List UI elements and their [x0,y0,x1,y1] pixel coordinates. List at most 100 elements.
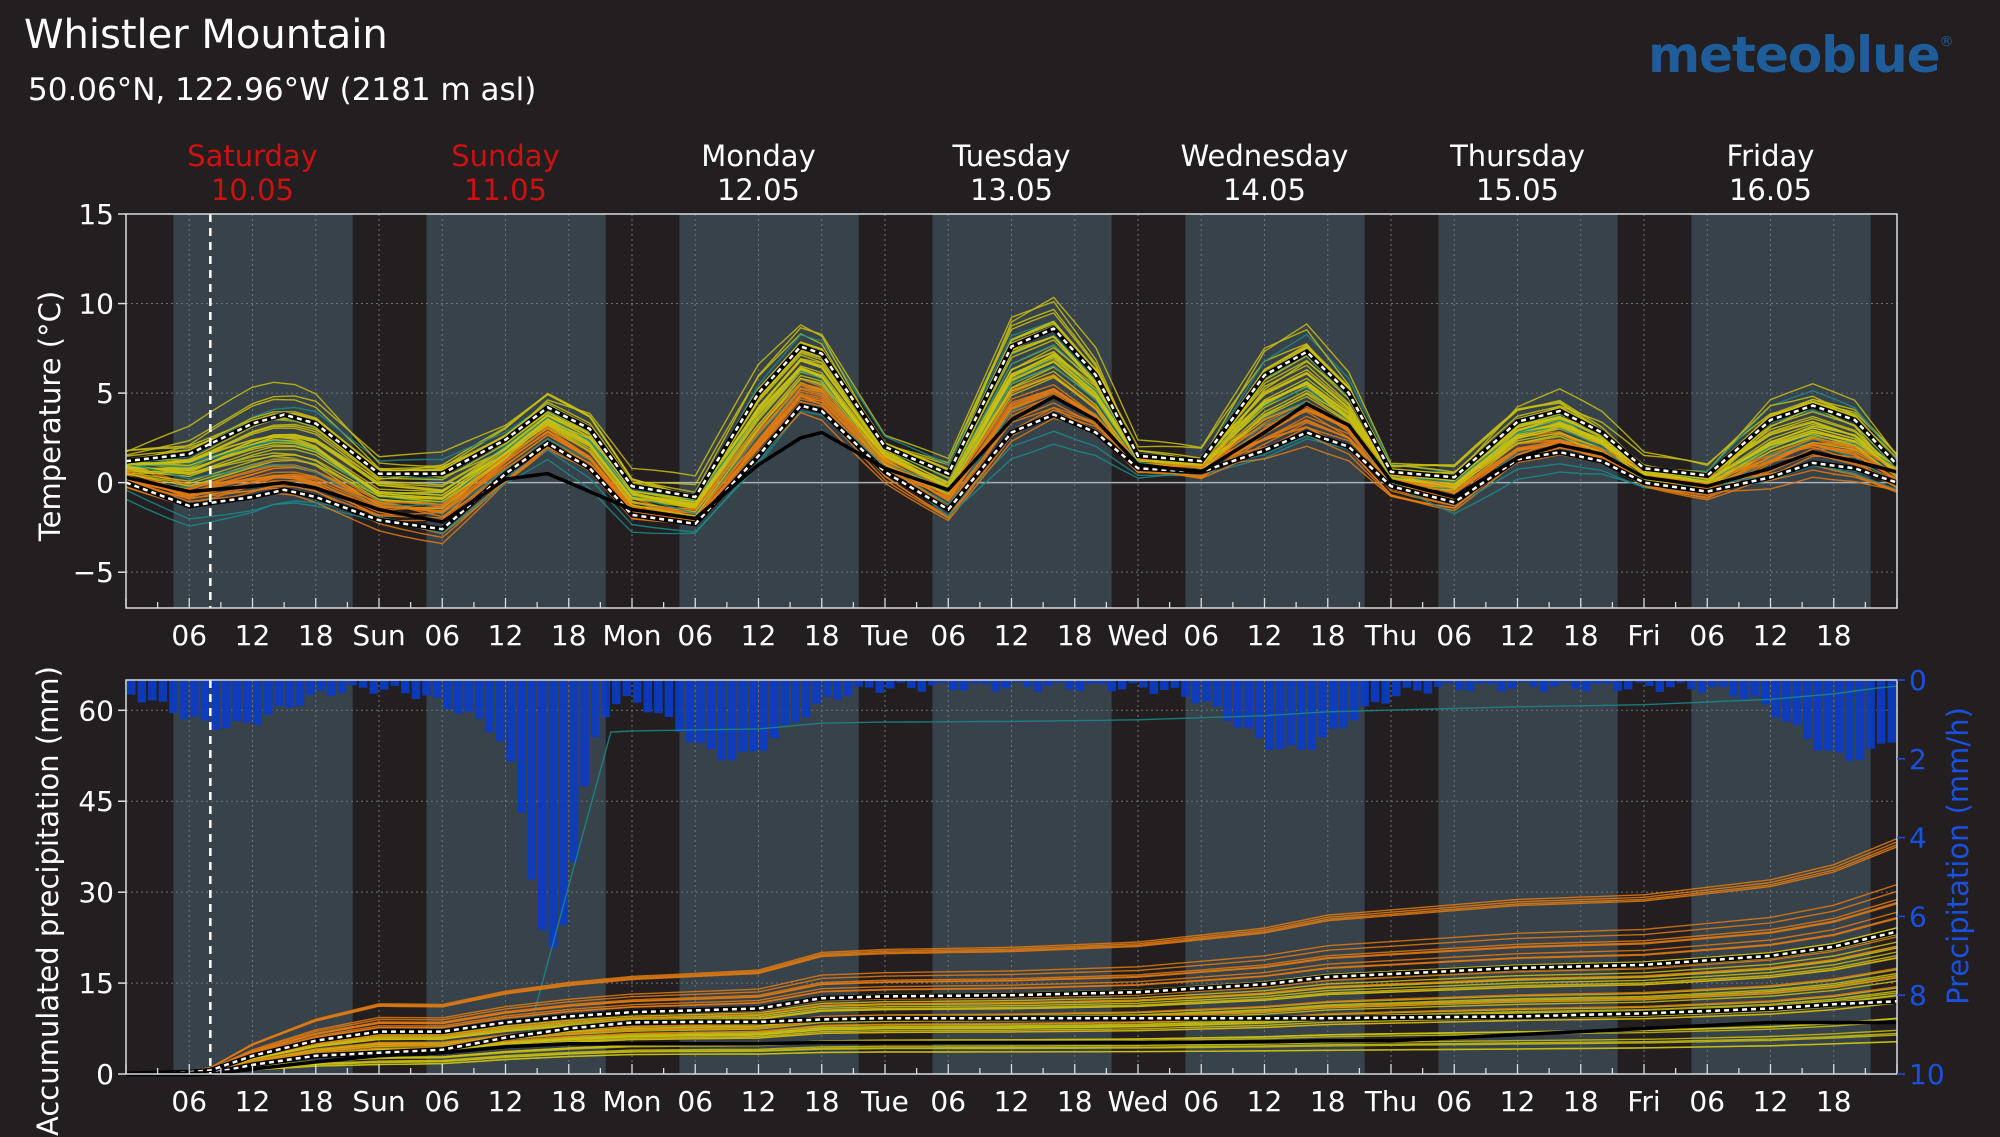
day-date-monday: 12.05 [717,173,800,207]
temperature-axes: 15 10 5 0 −5 06 12 18 Sun 06 12 18 Mon 06 12 18 Tue 06 12 1… [73,198,1898,652]
precipitation-xtick-label-13: 12 [994,1085,1030,1118]
precip-bar-10 [232,680,241,722]
precipitation-xtick-label-6: 18 [551,1085,587,1118]
precip-bar-163 [1845,680,1854,761]
precip-bar-105 [1233,680,1243,728]
precip-bar-56 [717,680,726,761]
precip-bar-153 [1739,680,1749,700]
precip-bar-19 [327,680,336,696]
precip-bar-57 [727,680,737,761]
precip-bar-59 [748,680,758,752]
precip-bar-40 [548,680,558,948]
precipitation-ytick-label-2: 30 [78,876,114,909]
logo-registered-mark: ® [1939,34,1954,50]
precip-bar-121 [1402,680,1412,688]
temperature-xtick-label-1: 12 [235,619,271,652]
day-name-tuesday: Tuesday [952,139,1071,173]
precip-bar-14 [274,680,284,707]
precip-bar-166 [1876,680,1886,744]
precip-bar-66 [822,680,832,697]
precip-bar-48 [633,680,642,703]
precip-bar-104 [1223,680,1232,721]
day-name-friday: Friday [1727,139,1815,173]
precip-bar-69 [854,680,863,687]
precip-bar-162 [1834,680,1844,753]
precip-bar-164 [1855,680,1865,760]
precip-bar-63 [791,680,800,723]
temperature-xtick-label-24: 06 [1689,619,1725,652]
precip-bar-134 [1539,680,1549,692]
day-band-0 [173,680,353,1074]
temperature-ytick-label-4: −5 [73,556,114,589]
precip-bar-45 [601,680,610,718]
precip-ensemble-member-45 [125,916,1898,1075]
precip-bar-100 [1181,680,1190,697]
precip-bar-151 [1718,680,1728,688]
temperature-gridlines [126,213,1897,608]
temperature-xtick-label-5: 12 [488,619,524,652]
precipitation-xtick-label-3: Sun [352,1085,405,1118]
precip-bar-9 [221,680,231,729]
precip-bar-94 [1117,680,1127,690]
precipitation-xtick-label-11: Tue [860,1085,909,1118]
precip-bar-60 [759,680,769,751]
precip-bar-20 [337,680,347,694]
precip-bar-107 [1254,680,1264,739]
precip-bar-111 [1297,680,1306,750]
precipitation-xtick-label-18: 18 [1310,1085,1346,1118]
precip-bar-116 [1349,680,1359,721]
precip-bar-140 [1602,680,1612,684]
temperature-ytick-label-1: 10 [78,288,114,321]
precipitation-median-line [126,1020,1897,1076]
precip-bar-43 [580,680,589,787]
precip-bar-47 [622,680,631,697]
precipitation-lower_percentile-line [126,1000,1898,1076]
precip-bar-88 [1054,680,1064,683]
precip-ensemble-member-46 [125,951,1898,1075]
precip-bar-165 [1866,680,1875,749]
precip-bar-99 [1170,680,1180,688]
precip-bar-149 [1697,680,1707,693]
precip-bar-147 [1676,680,1686,683]
precip-bar-128 [1476,680,1485,684]
precip-bar-37 [517,680,526,814]
precip-bar-0 [127,680,136,695]
precip-bar-144 [1645,680,1654,686]
precip-bar-7 [200,680,210,721]
precip-bar-142 [1623,680,1633,690]
temperature-ytick-label-0: 15 [78,198,114,231]
temperature-xtick-label-18: 18 [1310,619,1346,652]
precip-bar-130 [1497,680,1506,692]
precip-bar-54 [696,680,705,744]
temperature-xtick-label-23: Fri [1627,619,1660,652]
precip-ensemble-member-48 [125,841,1898,1075]
precip-bar-122 [1413,680,1422,691]
precip-bar-81 [980,680,990,685]
temperature-xtick-label-0: 06 [171,619,207,652]
precip-bar-75 [917,680,927,692]
precip-bar-117 [1360,680,1369,707]
precip-bar-46 [611,680,621,705]
precip-rate-tick-label-4: 8 [1909,979,1927,1012]
temperature-median-line [125,394,1898,524]
temperature-xtick-label-7: Mon [602,619,661,652]
precip-ensemble-member-15 [125,898,1898,1075]
precipitation-ytick-label-0: 60 [78,694,114,727]
precip-bar-29 [432,680,442,698]
precip-bar-51 [664,680,674,718]
precip-bar-161 [1824,680,1833,751]
temperature-xtick-label-16: 06 [1183,619,1219,652]
precip-bar-62 [780,680,790,726]
temperature-xtick-label-15: Wed [1107,619,1168,652]
precip-bar-95 [1128,680,1137,684]
precip-bar-8 [211,680,220,730]
precip-bar-65 [812,680,821,704]
precip-ensemble-member-38 [125,1041,1898,1075]
day-band-0 [173,214,353,608]
precip-bar-119 [1381,680,1390,704]
day-date-friday: 16.05 [1729,173,1812,207]
precip-bar-154 [1750,680,1759,697]
precip-bar-139 [1592,680,1601,685]
accumulated-precipitation-axis-label: Accumulated precipitation (mm) [31,666,65,1136]
